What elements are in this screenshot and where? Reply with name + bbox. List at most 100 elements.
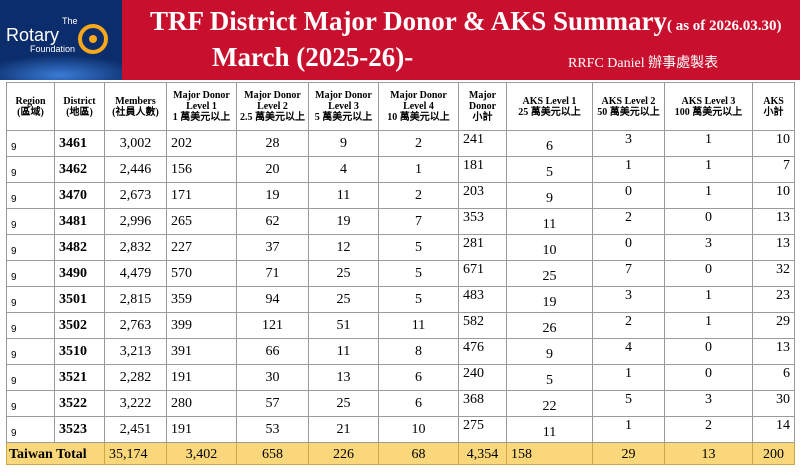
cell-members: 3,002 xyxy=(104,130,167,157)
cell-md3: 19 xyxy=(308,208,379,235)
cell-members: 2,996 xyxy=(104,208,167,235)
cell-aks2: 2 xyxy=(592,312,665,339)
cell-aks-total: 10 xyxy=(752,130,795,157)
page-subtitle: March (2025-26)- xyxy=(212,42,414,72)
cell-members: 3,213 xyxy=(104,338,167,365)
col-header-aks2: AKS Level 2 50 萬美元以上 xyxy=(592,82,665,131)
cell-aks3: 0 xyxy=(664,208,753,235)
col-header-aks3: AKS Level 3 100 萬美元以上 xyxy=(664,82,753,131)
cell-md4: 5 xyxy=(378,286,459,313)
total-md4: 68 xyxy=(378,442,459,465)
cell-aks3: 1 xyxy=(664,312,753,339)
cell-aks-total: 13 xyxy=(752,208,795,235)
cell-district: 3523 xyxy=(54,416,105,443)
cell-md4: 5 xyxy=(378,234,459,261)
cell-aks1: 9 xyxy=(506,182,593,209)
cell-aks1: 19 xyxy=(506,286,593,313)
cell-md3: 11 xyxy=(308,182,379,209)
total-md3: 226 xyxy=(308,442,379,465)
cell-aks1: 22 xyxy=(506,390,593,417)
total-md-total: 4,354 xyxy=(458,442,507,465)
cell-district: 3482 xyxy=(54,234,105,261)
col-header-md4: Major Donor Level 4 10 萬美元以上 xyxy=(378,82,459,131)
cell-md-total: 281 xyxy=(458,234,507,261)
cell-md2: 19 xyxy=(236,182,309,209)
cell-md2: 66 xyxy=(236,338,309,365)
cell-aks2: 1 xyxy=(592,416,665,443)
table-row: 9 3482 2,832 227 37 12 5 281 10 0 3 13 xyxy=(6,234,795,261)
total-row: Taiwan Total 35,174 3,402 658 226 68 4,354 158 2… xyxy=(6,442,795,465)
cell-region: 9 xyxy=(6,208,55,235)
cell-aks-total: 14 xyxy=(752,416,795,443)
cell-aks2: 1 xyxy=(592,156,665,183)
cell-members: 3,222 xyxy=(104,390,167,417)
cell-aks2: 5 xyxy=(592,390,665,417)
cell-md1: 570 xyxy=(166,260,237,287)
cell-region: 9 xyxy=(6,286,55,313)
cell-aks3: 0 xyxy=(664,260,753,287)
cell-aks1: 25 xyxy=(506,260,593,287)
cell-members: 2,815 xyxy=(104,286,167,313)
cell-md2: 37 xyxy=(236,234,309,261)
cell-aks3: 2 xyxy=(664,416,753,443)
cell-members: 2,451 xyxy=(104,416,167,443)
logo-glow xyxy=(0,55,122,80)
table-row: 9 3523 2,451 191 53 21 10 275 11 1 2 14 xyxy=(6,416,795,443)
title-line-1: TRF District Major Donor & AKS Summary xyxy=(150,6,667,36)
cell-md2: 53 xyxy=(236,416,309,443)
cell-aks3: 0 xyxy=(664,338,753,365)
table-header-row: Region (區域) District (地區) Members (社員人數) Ma… xyxy=(6,82,795,131)
cell-md3: 25 xyxy=(308,390,379,417)
cell-aks2: 7 xyxy=(592,260,665,287)
cell-members: 2,282 xyxy=(104,364,167,391)
cell-district: 3490 xyxy=(54,260,105,287)
cell-region: 9 xyxy=(6,260,55,287)
cell-members: 2,673 xyxy=(104,182,167,209)
cell-md4: 6 xyxy=(378,390,459,417)
table-row: 9 3501 2,815 359 94 25 5 483 19 3 1 23 xyxy=(6,286,795,313)
cell-md1: 280 xyxy=(166,390,237,417)
total-members: 35,174 xyxy=(104,442,167,465)
cell-md3: 12 xyxy=(308,234,379,261)
logo-foundation-text: Foundation xyxy=(30,44,76,54)
cell-md4: 1 xyxy=(378,156,459,183)
cell-md1: 265 xyxy=(166,208,237,235)
cell-aks2: 3 xyxy=(592,130,665,157)
cell-aks1: 5 xyxy=(506,156,593,183)
cell-md3: 13 xyxy=(308,364,379,391)
col-header-region: Region (區域) xyxy=(6,82,55,131)
cell-aks3: 1 xyxy=(664,156,753,183)
logo-rotary-text: Rotary xyxy=(6,25,60,45)
cell-aks3: 3 xyxy=(664,390,753,417)
cell-md2: 71 xyxy=(236,260,309,287)
cell-region: 9 xyxy=(6,182,55,209)
cell-md4: 10 xyxy=(378,416,459,443)
cell-md2: 30 xyxy=(236,364,309,391)
cell-md-total: 181 xyxy=(458,156,507,183)
cell-members: 2,446 xyxy=(104,156,167,183)
cell-region: 9 xyxy=(6,130,55,157)
cell-aks3: 0 xyxy=(664,364,753,391)
as-of-date: ( as of 2026.03.30) xyxy=(666,18,782,34)
cell-md2: 121 xyxy=(236,312,309,339)
cell-district: 3521 xyxy=(54,364,105,391)
table-row: 9 3462 2,446 156 20 4 1 181 5 1 1 7 xyxy=(6,156,795,183)
cell-members: 2,763 xyxy=(104,312,167,339)
cell-md-total: 368 xyxy=(458,390,507,417)
cell-aks1: 11 xyxy=(506,416,593,443)
cell-region: 9 xyxy=(6,416,55,443)
cell-md-total: 483 xyxy=(458,286,507,313)
cell-md1: 191 xyxy=(166,364,237,391)
cell-aks-total: 10 xyxy=(752,182,795,209)
col-header-members: Members (社員人數) xyxy=(104,82,167,131)
cell-aks1: 9 xyxy=(506,338,593,365)
cell-md-total: 671 xyxy=(458,260,507,287)
cell-md2: 62 xyxy=(236,208,309,235)
header-banner: The Rotary Foundation TRF District Major… xyxy=(0,0,800,80)
cell-md3: 21 xyxy=(308,416,379,443)
credit-line: RRFC Daniel 辦事處製表 xyxy=(568,56,719,71)
cell-aks3: 1 xyxy=(664,286,753,313)
cell-region: 9 xyxy=(6,312,55,339)
